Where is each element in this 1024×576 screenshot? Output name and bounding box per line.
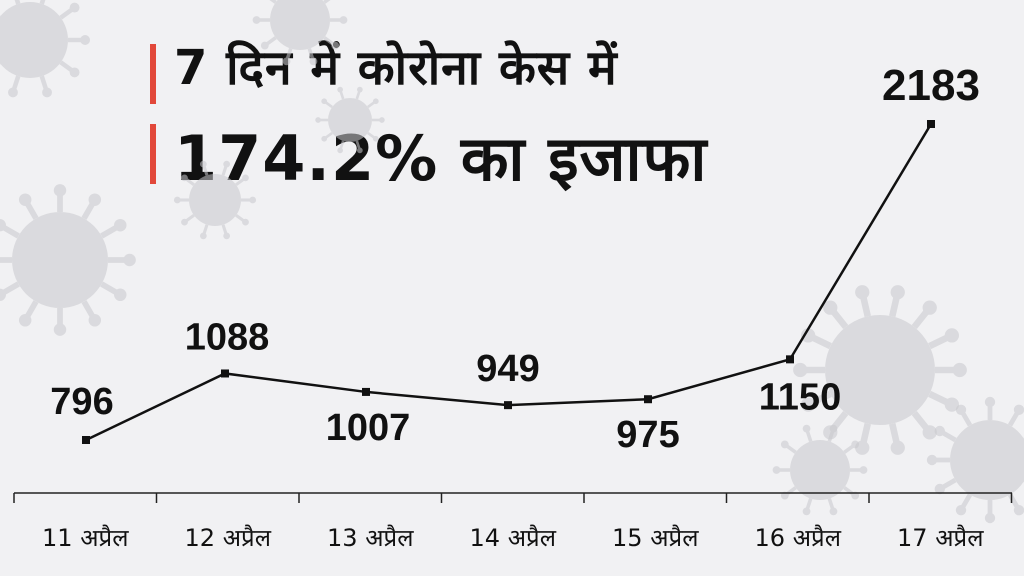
virus-decoration [0, 0, 1024, 524]
data-point [362, 387, 370, 396]
virus-icon [772, 424, 868, 516]
headline-line-1: 7 दिन में कोरोना केस में [174, 40, 618, 96]
x-tick-label: 12 अप्रैल [185, 524, 272, 552]
headline-accent-bar [150, 124, 156, 184]
x-tick-label: 17 अप्रैल [897, 524, 984, 552]
data-label-layer: 796 1088 1007 949 975 1150 2183 [50, 61, 980, 456]
data-point [786, 355, 794, 364]
x-tick-label: 14 अप्रैल [470, 524, 557, 552]
data-point [927, 120, 935, 128]
virus-icon [252, 0, 348, 66]
headline-accent-bar [150, 44, 156, 104]
x-tick-label: 11 अप्रैल [42, 524, 129, 552]
virus-icon [0, 184, 136, 336]
data-point [504, 401, 512, 410]
data-label: 1150 [759, 376, 841, 418]
data-point [221, 369, 229, 378]
data-label: 2183 [882, 61, 980, 110]
tick-label-layer: 11 अप्रैल 12 अप्रैल 13 अप्रैल 14 अप्रैल 15 अ… [42, 524, 984, 552]
headline-line-2: 174.2% का इजाफा [174, 122, 708, 195]
data-point [82, 436, 90, 444]
virus-icon [0, 0, 91, 98]
data-label: 1088 [185, 316, 270, 358]
virus-icon [315, 86, 385, 154]
x-axis [13, 492, 1013, 503]
data-point [644, 395, 652, 404]
data-label: 975 [616, 414, 679, 456]
virus-icon [793, 285, 967, 455]
data-label: 1007 [326, 407, 411, 449]
virus-icon [926, 396, 1024, 524]
x-tick-label: 15 अप्रैल [612, 524, 699, 552]
series-layer [82, 120, 935, 444]
data-label: 796 [50, 381, 113, 423]
virus-icon [173, 160, 257, 240]
x-tick-label: 13 अप्रैल [327, 524, 414, 552]
data-label: 949 [476, 348, 539, 390]
x-tick-label: 16 अप्रैल [755, 524, 842, 552]
